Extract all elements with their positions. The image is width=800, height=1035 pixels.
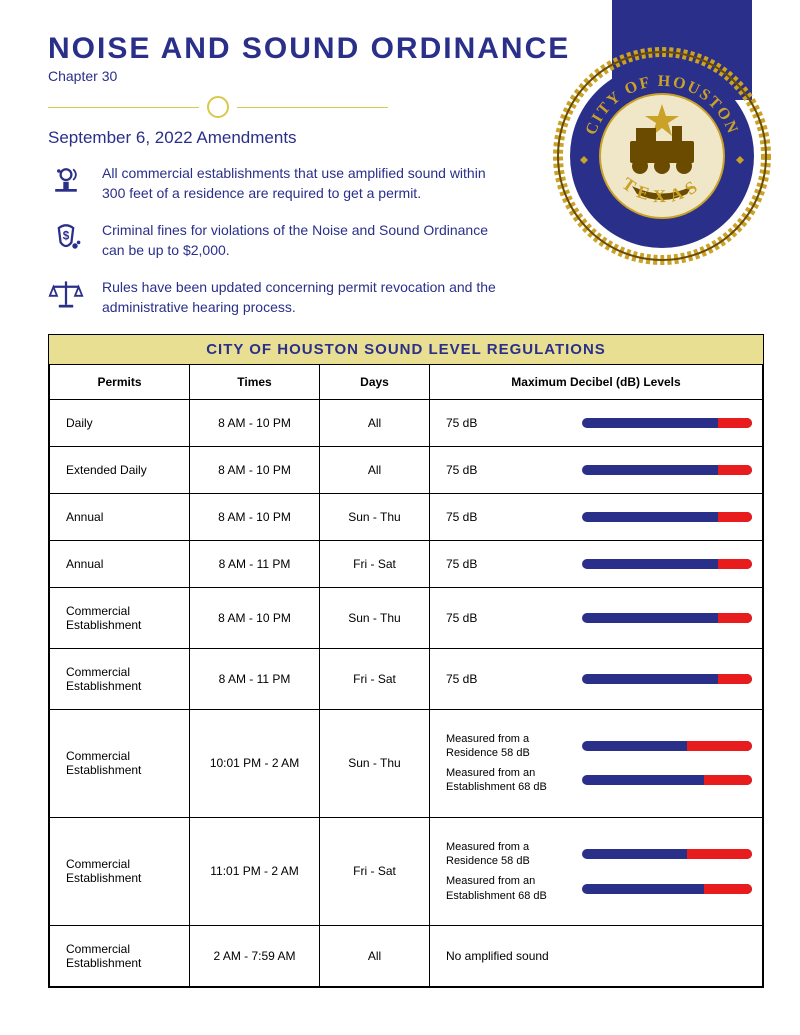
cell-db-levels: 75 dB bbox=[430, 493, 763, 540]
cell-permit: Commercial Establishment bbox=[50, 925, 190, 986]
amendments-list: All commercial establishments that use a… bbox=[48, 162, 508, 318]
cell-time: 8 AM - 11 PM bbox=[190, 648, 320, 709]
db-level-label: 75 dB bbox=[446, 672, 566, 686]
table-row: Commercial Establishment11:01 PM - 2 AMF… bbox=[50, 817, 763, 925]
cell-time: 8 AM - 11 PM bbox=[190, 540, 320, 587]
db-level-label: 75 dB bbox=[446, 510, 566, 524]
regulations-table: CITY OF HOUSTON SOUND LEVEL REGULATIONS … bbox=[48, 334, 764, 988]
cell-time: 2 AM - 7:59 AM bbox=[190, 925, 320, 986]
cell-days: All bbox=[320, 399, 430, 446]
city-seal-icon: CITY OF HOUSTON TEXAS bbox=[552, 46, 772, 266]
title-separator bbox=[48, 96, 388, 118]
amendment-text: Rules have been updated concerning permi… bbox=[102, 276, 508, 317]
cell-days: All bbox=[320, 925, 430, 986]
cell-days: Sun - Thu bbox=[320, 709, 430, 817]
cell-permit: Extended Daily bbox=[50, 446, 190, 493]
db-level-entry: No amplified sound bbox=[446, 949, 752, 963]
db-level-entry: 75 dB bbox=[446, 463, 752, 477]
amendment-item: Rules have been updated concerning permi… bbox=[48, 276, 508, 317]
cell-permit: Commercial Establishment bbox=[50, 817, 190, 925]
db-level-bar bbox=[582, 884, 752, 894]
cell-time: 11:01 PM - 2 AM bbox=[190, 817, 320, 925]
cell-permit: Daily bbox=[50, 399, 190, 446]
col-dblevels: Maximum Decibel (dB) Levels bbox=[430, 365, 763, 400]
cell-db-levels: 75 dB bbox=[430, 399, 763, 446]
cell-days: Fri - Sat bbox=[320, 648, 430, 709]
db-level-bar bbox=[582, 512, 752, 522]
db-level-entry: 75 dB bbox=[446, 611, 752, 625]
cell-permit: Commercial Establishment bbox=[50, 587, 190, 648]
db-level-entry: Measured from a Residence 58 dB bbox=[446, 840, 752, 869]
svg-text:$: $ bbox=[63, 230, 70, 243]
db-level-entry: Measured from an Establishment 68 dB bbox=[446, 874, 752, 903]
cell-days: All bbox=[320, 446, 430, 493]
db-level-entry: Measured from a Residence 58 dB bbox=[446, 732, 752, 761]
cell-days: Sun - Thu bbox=[320, 493, 430, 540]
table-row: Annual8 AM - 10 PMSun - Thu 75 dB bbox=[50, 493, 763, 540]
db-level-bar bbox=[582, 559, 752, 569]
table-header-row: Permits Times Days Maximum Decibel (dB) … bbox=[50, 365, 763, 400]
cell-db-levels: Measured from a Residence 58 dB Measured … bbox=[430, 709, 763, 817]
table-row: Daily8 AM - 10 PMAll 75 dB bbox=[50, 399, 763, 446]
db-level-label: No amplified sound bbox=[446, 949, 566, 963]
table-row: Commercial Establishment2 AM - 7:59 AMAl… bbox=[50, 925, 763, 986]
db-level-label: Measured from an Establishment 68 dB bbox=[446, 766, 566, 795]
amendment-text: Criminal fines for violations of the Noi… bbox=[102, 219, 508, 260]
col-days: Days bbox=[320, 365, 430, 400]
amendment-text: All commercial establishments that use a… bbox=[102, 162, 508, 203]
cell-permit: Commercial Establishment bbox=[50, 709, 190, 817]
cell-time: 10:01 PM - 2 AM bbox=[190, 709, 320, 817]
table-row: Commercial Establishment8 AM - 11 PMFri … bbox=[50, 648, 763, 709]
db-level-label: 75 dB bbox=[446, 463, 566, 477]
cell-db-levels: No amplified sound bbox=[430, 925, 763, 986]
cell-time: 8 AM - 10 PM bbox=[190, 493, 320, 540]
cell-time: 8 AM - 10 PM bbox=[190, 587, 320, 648]
cell-permit: Annual bbox=[50, 540, 190, 587]
db-level-label: 75 dB bbox=[446, 416, 566, 430]
cell-time: 8 AM - 10 PM bbox=[190, 399, 320, 446]
db-level-bar bbox=[582, 465, 752, 475]
cell-db-levels: Measured from a Residence 58 dB Measured … bbox=[430, 817, 763, 925]
table-row: Extended Daily8 AM - 10 PMAll 75 dB bbox=[50, 446, 763, 493]
db-level-bar bbox=[582, 741, 752, 751]
cell-db-levels: 75 dB bbox=[430, 648, 763, 709]
db-level-label: 75 dB bbox=[446, 611, 566, 625]
db-level-bar bbox=[582, 613, 752, 623]
cell-permit: Commercial Establishment bbox=[50, 648, 190, 709]
db-level-bar bbox=[582, 674, 752, 684]
db-level-entry: 75 dB bbox=[446, 416, 752, 430]
cell-time: 8 AM - 10 PM bbox=[190, 446, 320, 493]
db-level-entry: 75 dB bbox=[446, 510, 752, 524]
db-level-entry: Measured from an Establishment 68 dB bbox=[446, 766, 752, 795]
money-fine-icon: $ bbox=[48, 219, 84, 255]
db-level-entry: 75 dB bbox=[446, 557, 752, 571]
col-times: Times bbox=[190, 365, 320, 400]
table-row: Commercial Establishment10:01 PM - 2 AMS… bbox=[50, 709, 763, 817]
cell-days: Fri - Sat bbox=[320, 817, 430, 925]
amendment-item: $ Criminal fines for violations of the N… bbox=[48, 219, 508, 260]
db-level-entry: 75 dB bbox=[446, 672, 752, 686]
cell-days: Fri - Sat bbox=[320, 540, 430, 587]
amendment-item: All commercial establishments that use a… bbox=[48, 162, 508, 203]
db-level-label: Measured from an Establishment 68 dB bbox=[446, 874, 566, 903]
col-permits: Permits bbox=[50, 365, 190, 400]
table-row: Annual8 AM - 11 PMFri - Sat 75 dB bbox=[50, 540, 763, 587]
db-level-bar bbox=[582, 775, 752, 785]
db-level-label: 75 dB bbox=[446, 557, 566, 571]
sound-permit-icon bbox=[48, 162, 84, 198]
db-level-label: Measured from a Residence 58 dB bbox=[446, 732, 566, 761]
db-level-bar bbox=[582, 849, 752, 859]
cell-db-levels: 75 dB bbox=[430, 446, 763, 493]
cell-db-levels: 75 dB bbox=[430, 540, 763, 587]
cell-db-levels: 75 dB bbox=[430, 587, 763, 648]
table-title: CITY OF HOUSTON SOUND LEVEL REGULATIONS bbox=[49, 335, 763, 365]
scales-icon bbox=[48, 276, 84, 312]
cell-days: Sun - Thu bbox=[320, 587, 430, 648]
cell-permit: Annual bbox=[50, 493, 190, 540]
table-row: Commercial Establishment8 AM - 10 PMSun … bbox=[50, 587, 763, 648]
db-level-bar bbox=[582, 418, 752, 428]
db-level-label: Measured from a Residence 58 dB bbox=[446, 840, 566, 869]
